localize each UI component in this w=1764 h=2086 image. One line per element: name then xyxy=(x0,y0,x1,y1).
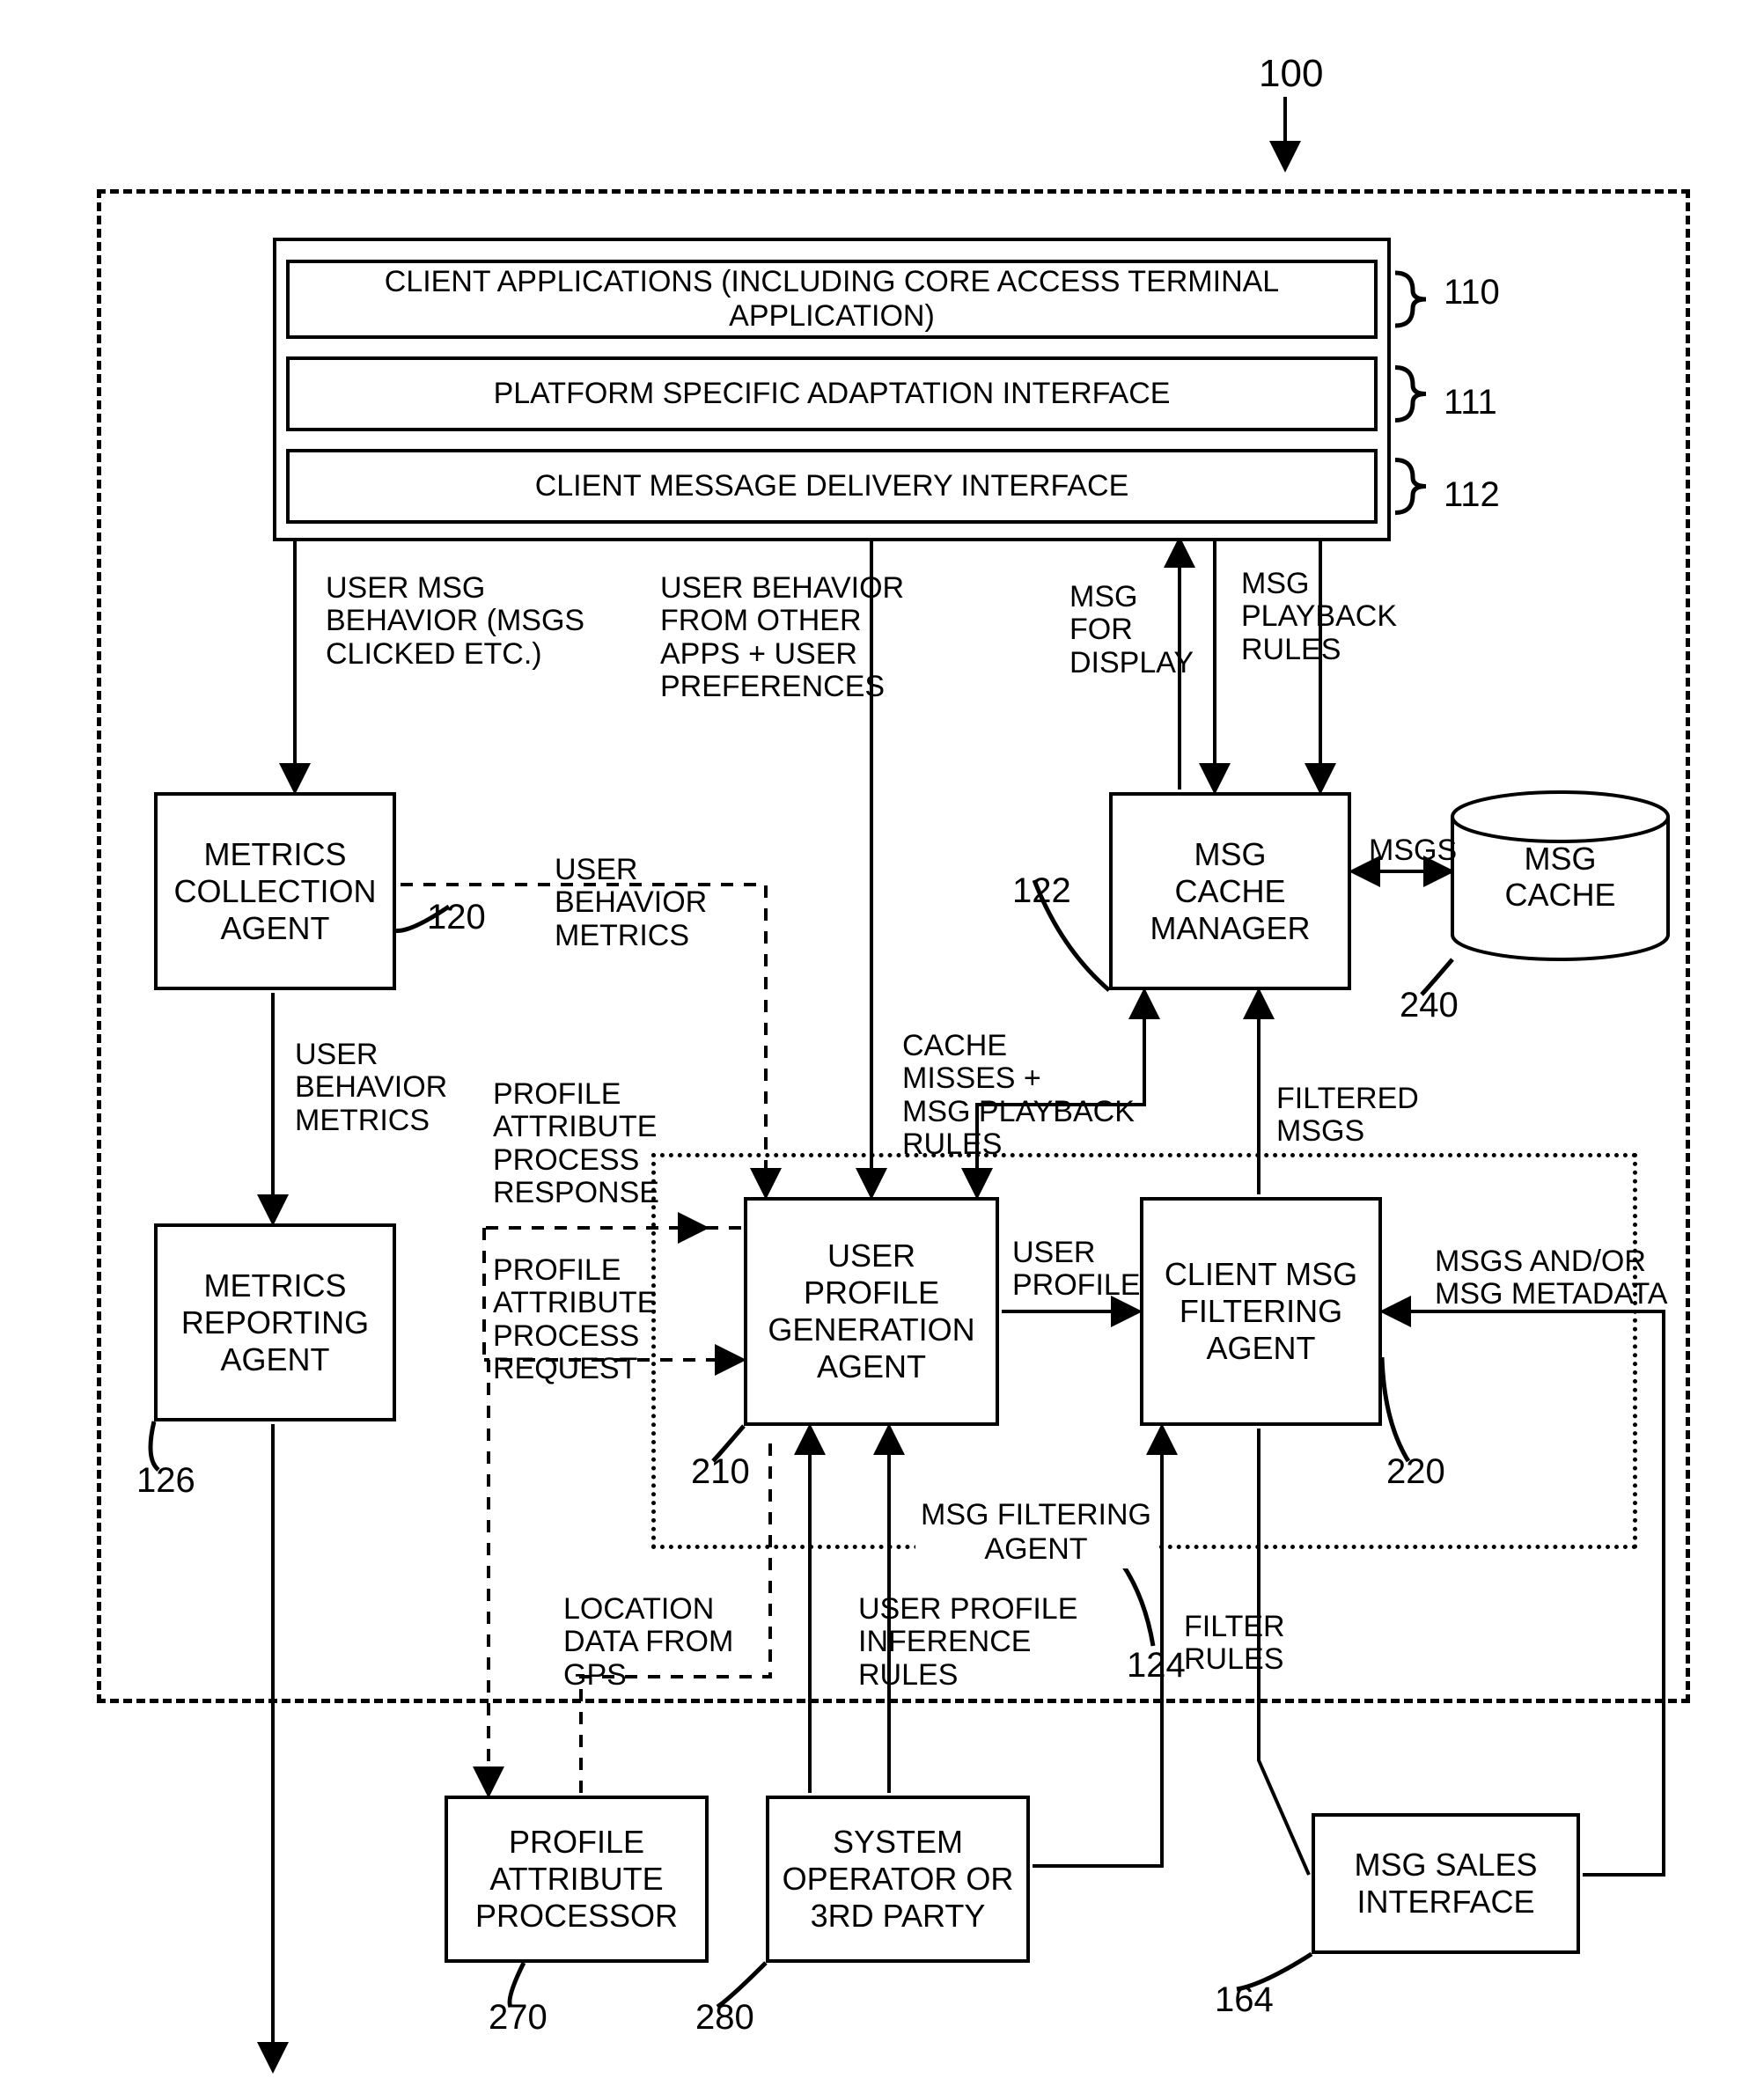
edge-label: USERBEHAVIORMETRICS xyxy=(555,854,707,952)
edge-label: FILTERRULES xyxy=(1184,1611,1285,1677)
msg_cache-ref: 240 xyxy=(1400,986,1459,1025)
edge-label: PROFILEATTRIBUTEPROCESSRESPONSE xyxy=(493,1078,659,1210)
profile_attr_proc-box: PROFILEATTRIBUTEPROCESSOR xyxy=(445,1796,709,1963)
system_operator-box: SYSTEMOPERATOR OR3RD PARTY xyxy=(766,1796,1030,1963)
client_filter-box: CLIENT MSGFILTERINGAGENT xyxy=(1140,1197,1382,1426)
client-stack-row: CLIENT APPLICATIONS (INCLUDING CORE ACCE… xyxy=(286,260,1378,339)
user_profile-box: USERPROFILEGENERATIONAGENT xyxy=(744,1197,999,1426)
metrics_reporting-ref: 126 xyxy=(136,1461,195,1500)
edge-label: MSGS AND/ORMSG METADATA xyxy=(1435,1245,1667,1311)
edge-label: USER PROFILEINFERENCERULES xyxy=(858,1593,1077,1692)
msg_sales-ref: 164 xyxy=(1215,1980,1274,2019)
filter-group-ref: 124 xyxy=(1127,1646,1186,1685)
client-stack-row: CLIENT MESSAGE DELIVERY INTERFACE xyxy=(286,449,1378,524)
edge-label: USER MSGBEHAVIOR (MSGSCLICKED ETC.) xyxy=(326,572,584,671)
msg_cache-label: MSGCACHE xyxy=(1452,841,1668,914)
client_filter-ref: 220 xyxy=(1386,1452,1445,1491)
edge-label: MSGPLAYBACKRULES xyxy=(1241,568,1397,666)
user_profile-ref: 210 xyxy=(691,1452,750,1491)
edge-label: MSGS xyxy=(1369,834,1457,867)
edge-label: CACHEMISSES +MSG PLAYBACKRULES xyxy=(902,1030,1135,1162)
filter-group-label: MSG FILTERINGAGENT xyxy=(915,1496,1157,1568)
edge-label: FILTEREDMSGS xyxy=(1276,1083,1419,1149)
figure-ref: 100 xyxy=(1259,53,1323,95)
edge-label: MSGFORDISPLAY xyxy=(1069,581,1194,679)
edge-label: USERBEHAVIORMETRICS xyxy=(295,1039,447,1137)
metrics_collection-ref: 120 xyxy=(427,898,486,936)
edge-label: USER BEHAVIORFROM OTHERAPPS + USERPREFER… xyxy=(660,572,904,704)
client-stack-row: PLATFORM SPECIFIC ADAPTATION INTERFACE xyxy=(286,356,1378,431)
edge-label: LOCATIONDATA FROMGPS xyxy=(563,1593,733,1692)
stack-row-ref: 112 xyxy=(1444,475,1500,514)
system_operator-ref: 280 xyxy=(695,1998,754,2037)
metrics_reporting-box: METRICSREPORTINGAGENT xyxy=(154,1223,396,1421)
stack-row-ref: 111 xyxy=(1444,383,1497,422)
cache_manager-ref: 122 xyxy=(1012,871,1071,910)
cache_manager-box: MSGCACHEMANAGER xyxy=(1109,792,1351,990)
stack-row-ref: 110 xyxy=(1444,273,1500,312)
edge-label: PROFILEATTRIBUTEPROCESSREQUEST xyxy=(493,1254,657,1386)
metrics_collection-box: METRICSCOLLECTIONAGENT xyxy=(154,792,396,990)
edge-label: USERPROFILE xyxy=(1012,1237,1140,1303)
msg_sales-box: MSG SALESINTERFACE xyxy=(1312,1813,1580,1954)
profile_attr_proc-ref: 270 xyxy=(489,1998,548,2037)
